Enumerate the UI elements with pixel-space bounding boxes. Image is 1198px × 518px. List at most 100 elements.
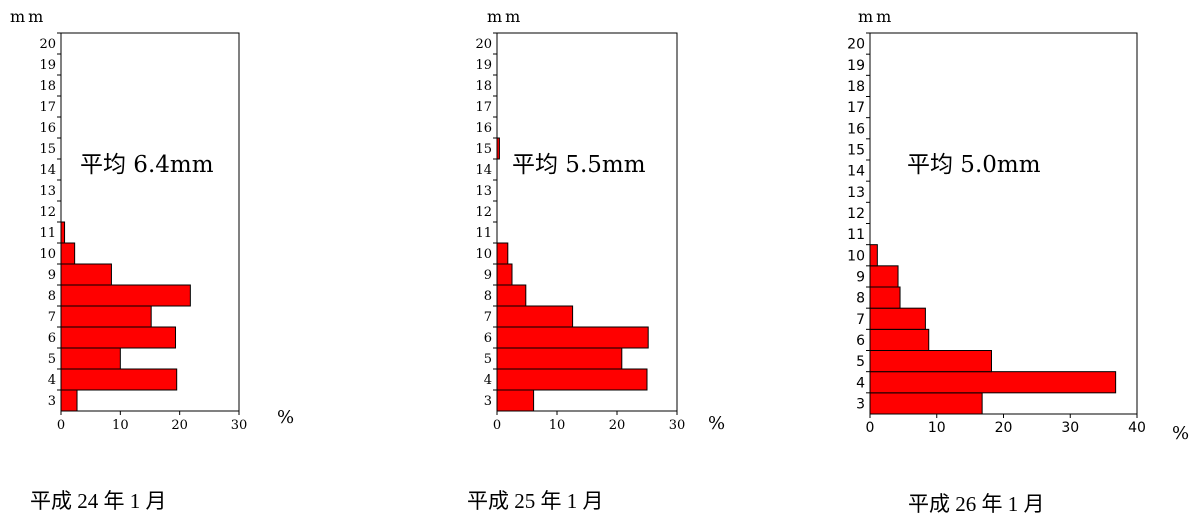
chart-3-xtick-label-40: 40	[1128, 420, 1146, 436]
chart-3-bar-5	[869, 350, 992, 373]
chart-3-bar-10	[869, 244, 878, 267]
chart-2-ytick-label-3: 3	[484, 394, 492, 409]
chart-3-xtick-label-30: 30	[1061, 420, 1079, 436]
chart-1-bar-4	[60, 368, 178, 391]
chart-2-ytick-label-5: 5	[484, 352, 492, 367]
chart-3-y-unit: mm	[858, 7, 894, 26]
chart-3-ytick-label-12: 12	[847, 206, 865, 222]
chart-1-xtick-label-0: 0	[57, 418, 65, 433]
chart-1-ytick-label-3: 3	[48, 394, 56, 409]
chart-2-bar-4	[496, 368, 648, 391]
chart-3-ytick-label-14: 14	[847, 164, 865, 180]
chart-2-ytick-label-12: 12	[475, 205, 492, 220]
chart-1-ytick-label-9: 9	[48, 268, 56, 283]
chart-2-caption: 平成 25 年 1 月	[467, 489, 604, 513]
chart-1-ytick-label-10: 10	[39, 247, 56, 262]
chart-2-mean-annotation: 平均 5.5mm	[512, 152, 646, 178]
chart-3-ytick-label-6: 6	[856, 333, 865, 349]
chart-2-y-unit: mm	[487, 7, 523, 26]
chart-2-ytick-label-8: 8	[484, 289, 492, 304]
chart-1-ytick-label-20: 20	[39, 37, 56, 52]
chart-2-ytick-label-19: 19	[475, 58, 492, 73]
chart-3-xtick-label-10: 10	[928, 420, 946, 436]
chart-1-ytick-label-16: 16	[39, 121, 56, 136]
chart-1-bar-8	[60, 284, 191, 307]
chart-2-bar-10	[496, 242, 509, 265]
chart-1-bar-11	[60, 221, 66, 244]
chart-3-bar-4	[869, 371, 1117, 394]
chart-1-bar-9	[60, 263, 112, 286]
chart-2-bar-5	[496, 347, 623, 370]
chart-3-xtick-label-20: 20	[995, 420, 1013, 436]
chart-3-ytick-label-8: 8	[856, 291, 865, 307]
chart-2-ytick-label-16: 16	[475, 121, 492, 136]
chart-3-ytick-label-3: 3	[856, 396, 865, 412]
chart-2-xtick-label-20: 20	[609, 418, 626, 433]
chart-1-ytick-label-19: 19	[39, 58, 56, 73]
chart-3-ytick-label-9: 9	[856, 269, 865, 285]
chart-1-mean-annotation: 平均 6.4mm	[80, 152, 214, 178]
chart-3-bar-8	[869, 286, 901, 309]
chart-1-bar-10	[60, 242, 76, 265]
chart-1-xtick-label-30: 30	[231, 418, 248, 433]
chart-3-x-unit: %	[1172, 423, 1189, 444]
chart-1-xtick-label-10: 10	[112, 418, 129, 433]
chart-2-ytick-label-13: 13	[475, 184, 492, 199]
chart-3-ytick-label-13: 13	[847, 185, 865, 201]
chart-3-bar-6	[869, 328, 930, 352]
chart-1-bar-7	[60, 305, 152, 328]
chart-3-ytick-label-19: 19	[847, 58, 865, 74]
chart-3-ytick-label-18: 18	[847, 79, 865, 95]
chart-1-x-unit: %	[277, 407, 294, 428]
chart-3-mean-annotation: 平均 5.0mm	[907, 152, 1041, 178]
chart-2-bar-3	[496, 389, 535, 412]
chart-2-ytick-label-15: 15	[475, 142, 492, 157]
chart-2-ytick-label-14: 14	[475, 163, 492, 178]
chart-3-caption: 平成 26 年 1 月	[908, 492, 1045, 516]
chart-1-ytick-label-6: 6	[48, 331, 56, 346]
chart-3-ytick-label-16: 16	[847, 121, 865, 137]
chart-3-ytick-label-4: 4	[856, 375, 865, 391]
chart-2-ytick-label-4: 4	[484, 373, 492, 388]
chart-3-ytick-label-11: 11	[847, 227, 865, 243]
chart-2-xtick-label-10: 10	[549, 418, 566, 433]
chart-1-bar-5	[60, 347, 121, 370]
chart-1-ytick-label-12: 12	[39, 205, 56, 220]
chart-2-ytick-label-11: 11	[475, 226, 492, 241]
chart-2-ytick-label-18: 18	[475, 79, 492, 94]
chart-3-ytick-label-10: 10	[847, 248, 865, 264]
chart-2-xtick-label-0: 0	[493, 418, 501, 433]
chart-2-ytick-label-7: 7	[484, 310, 492, 325]
chart-1-bar-3	[60, 389, 78, 412]
chart-1-ytick-label-8: 8	[48, 289, 56, 304]
chart-2-bar-6	[496, 326, 649, 349]
chart-2-bar-7	[496, 305, 574, 328]
chart-1-bar-6	[60, 326, 177, 349]
chart-3-ytick-label-5: 5	[856, 354, 865, 370]
chart-1-xtick-label-20: 20	[171, 418, 188, 433]
chart-1-caption: 平成 24 年 1 月	[30, 489, 167, 513]
chart-1-y-unit: mm	[10, 7, 46, 26]
chart-3-ytick-label-7: 7	[856, 312, 865, 328]
chart-2-xtick-label-30: 30	[669, 418, 686, 433]
chart-2-x-unit: %	[708, 413, 725, 434]
chart-1-ytick-label-7: 7	[48, 310, 56, 325]
chart-3-bar-3	[869, 392, 983, 415]
chart-3-ytick-label-20: 20	[847, 37, 865, 53]
chart-2-ytick-label-9: 9	[484, 268, 492, 283]
chart-2-ytick-label-20: 20	[475, 37, 492, 52]
chart-1-ytick-label-11: 11	[39, 226, 56, 241]
chart-2-ytick-label-10: 10	[475, 247, 492, 262]
chart-1-ytick-label-4: 4	[48, 373, 56, 388]
chart-3-xtick-label-0: 0	[866, 420, 875, 436]
chart-2-bar-8	[496, 284, 527, 307]
chart-2-bar-15	[496, 137, 500, 160]
chart-1-ytick-label-5: 5	[48, 352, 56, 367]
chart-3-ytick-label-17: 17	[847, 100, 865, 116]
chart-3-bar-7	[869, 307, 926, 330]
chart-2-bar-9	[496, 263, 513, 286]
chart-1-ytick-label-18: 18	[39, 79, 56, 94]
chart-1-ytick-label-17: 17	[39, 100, 56, 115]
chart-3-bar-9	[869, 265, 899, 288]
